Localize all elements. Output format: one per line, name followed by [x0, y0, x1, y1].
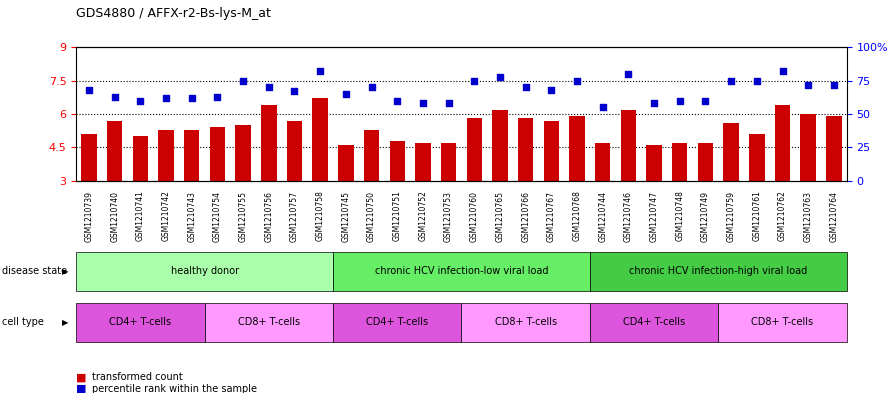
Text: disease state: disease state	[2, 266, 67, 276]
Text: CD8+ T-cells: CD8+ T-cells	[752, 317, 814, 327]
Bar	[338, 145, 354, 181]
Point	[724, 77, 738, 84]
Bar	[467, 118, 482, 181]
Point	[262, 84, 276, 90]
Point	[750, 77, 764, 84]
Text: ▶: ▶	[62, 318, 69, 327]
Text: GDS4880 / AFFX-r2-Bs-lys-M_at: GDS4880 / AFFX-r2-Bs-lys-M_at	[76, 7, 271, 20]
Bar	[287, 121, 302, 181]
Text: ▶: ▶	[62, 267, 69, 275]
Point	[519, 84, 533, 90]
Text: ■: ■	[76, 384, 87, 393]
Point	[801, 81, 815, 88]
Point	[390, 97, 404, 104]
Point	[236, 77, 250, 84]
Bar	[415, 143, 431, 181]
Point	[827, 81, 841, 88]
Point	[313, 68, 327, 74]
Text: CD4+ T-cells: CD4+ T-cells	[366, 317, 428, 327]
Bar	[236, 125, 251, 181]
Point	[621, 71, 635, 77]
Text: healthy donor: healthy donor	[170, 266, 238, 276]
Point	[339, 91, 353, 97]
Bar	[544, 121, 559, 181]
Text: chronic HCV infection-low viral load: chronic HCV infection-low viral load	[375, 266, 548, 276]
Bar	[210, 127, 225, 181]
Point	[108, 94, 122, 100]
Point	[185, 95, 199, 101]
Bar	[800, 114, 816, 181]
Point	[442, 100, 456, 107]
Text: CD8+ T-cells: CD8+ T-cells	[495, 317, 556, 327]
Point	[647, 100, 661, 107]
Bar	[775, 105, 790, 181]
Bar	[261, 105, 277, 181]
Bar	[826, 116, 841, 181]
Point	[570, 77, 584, 84]
Point	[673, 97, 687, 104]
Bar	[595, 143, 610, 181]
Bar	[723, 123, 739, 181]
Text: cell type: cell type	[2, 317, 44, 327]
Text: CD4+ T-cells: CD4+ T-cells	[109, 317, 171, 327]
Point	[211, 94, 225, 100]
Text: CD8+ T-cells: CD8+ T-cells	[237, 317, 300, 327]
Bar	[646, 145, 662, 181]
Point	[467, 77, 481, 84]
Point	[596, 104, 610, 110]
Bar	[749, 134, 764, 181]
Point	[159, 95, 173, 101]
Point	[544, 87, 558, 93]
Bar	[390, 141, 405, 181]
Bar	[441, 143, 456, 181]
Bar	[364, 130, 379, 181]
Bar	[621, 110, 636, 181]
Bar	[82, 134, 97, 181]
Bar	[184, 130, 200, 181]
Bar	[159, 130, 174, 181]
Point	[365, 84, 379, 90]
Point	[698, 97, 712, 104]
Bar	[107, 121, 123, 181]
Point	[775, 68, 789, 74]
Point	[134, 97, 148, 104]
Text: chronic HCV infection-high viral load: chronic HCV infection-high viral load	[629, 266, 807, 276]
Point	[416, 100, 430, 107]
Bar	[313, 98, 328, 181]
Bar	[698, 143, 713, 181]
Bar	[492, 110, 508, 181]
Text: transformed count: transformed count	[92, 372, 183, 382]
Bar	[672, 143, 687, 181]
Bar	[518, 118, 533, 181]
Bar	[569, 116, 585, 181]
Point	[493, 73, 507, 80]
Text: ■: ■	[76, 372, 87, 382]
Point	[288, 88, 302, 94]
Text: CD4+ T-cells: CD4+ T-cells	[623, 317, 685, 327]
Point	[82, 87, 96, 93]
Text: percentile rank within the sample: percentile rank within the sample	[92, 384, 257, 393]
Bar	[133, 136, 148, 181]
